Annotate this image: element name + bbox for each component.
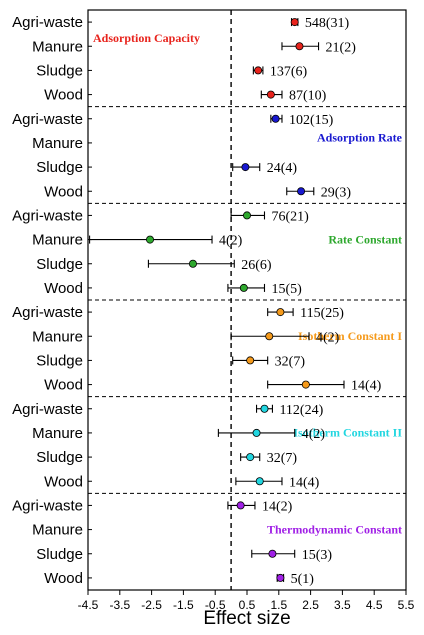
effect-point [239,283,248,292]
sample-count-label: 29(3) [321,185,352,200]
category-label: Manure [32,232,83,249]
effect-point [268,549,277,558]
category-label: Agri-waste [12,304,83,321]
effect-point [260,404,269,413]
effect-point [276,308,285,317]
effect-point [265,332,274,341]
sample-count-label: 14(2) [262,499,293,514]
x-tick-label: 4.5 [366,598,383,612]
category-label: Sludge [36,159,83,176]
effect-point [266,90,275,99]
sample-count-label: 102(15) [289,113,334,128]
effect-point [241,163,250,172]
category-label: Agri-waste [12,497,83,514]
sample-count-label: 15(5) [271,282,302,297]
x-tick-label: 2.5 [302,598,319,612]
effect-point [246,356,255,365]
effect-point [252,428,261,437]
sample-count-label: 14(4) [351,379,382,394]
effect-point [242,211,251,220]
panel-title: Rate Constant [328,232,402,246]
effect-point [246,453,255,462]
panel-title: Thermodynamic Constant [267,522,402,536]
x-axis: -4.5 -3.5 -2.5 -1.5 -0.5 0.5 1.5 2.5 3.5 4.5 5.5 [78,590,415,612]
panel-isotherm-constant-i: Isotherm Constant I Agri-waste 115(25) Manu… [12,304,402,394]
effect-point [301,380,310,389]
category-label: Sludge [36,256,83,273]
category-label: Agri-waste [12,111,83,128]
sample-count-label: 5(1) [291,572,315,587]
category-label: Wood [44,570,83,587]
sample-count-label: 87(10) [289,89,327,104]
panel-title: Isotherm Constant II [293,426,402,440]
category-label: Wood [44,183,83,200]
plot-frame [87,9,407,591]
category-label: Agri-waste [12,207,83,224]
x-tick-label: -2.5 [141,598,162,612]
panel-title: Adsorption Capacity [93,31,200,45]
category-label: Sludge [36,546,83,563]
sample-count-label: 4(2) [219,234,243,249]
effect-point [236,501,245,510]
panel-thermodynamic-constant: Thermodynamic Constant Agri-waste 14(2) Man… [12,497,402,587]
category-label: Sludge [36,62,83,79]
x-tick-label: 3.5 [334,598,351,612]
category-label: Sludge [36,449,83,466]
x-tick-label: -3.5 [109,598,130,612]
category-label: Manure [32,522,83,539]
effect-point [297,187,306,196]
panel-isotherm-constant-ii: Isotherm Constant II Agri-waste 112(24) Man… [12,401,402,491]
x-tick-label: -0.5 [205,598,226,612]
effect-point [271,114,280,123]
panels: Adsorption Capacity Agri-waste 548(31) Manu… [12,14,403,587]
effect-point [254,66,263,75]
panel-title: Adsorption Rate [317,131,403,145]
sample-count-label: 115(25) [300,306,344,321]
effect-point [290,18,299,27]
sample-count-label: 14(4) [289,475,320,490]
sample-count-label: 15(3) [302,548,333,563]
sample-count-label: 4(2) [302,427,326,442]
sample-count-label: 24(4) [267,161,298,176]
category-label: Manure [32,425,83,442]
effect-point [255,477,264,486]
sample-count-label: 137(6) [270,64,308,79]
category-label: Agri-waste [12,401,83,418]
sample-count-label: 32(7) [275,354,306,369]
x-tick-label: 0.5 [239,598,256,612]
sample-count-label: 4(2) [316,330,340,345]
sample-count-label: 32(7) [267,451,298,466]
category-label: Wood [44,280,83,297]
effect-point [276,573,285,582]
x-tick-label: -1.5 [173,598,194,612]
panel-adsorption-rate: Adsorption Rate Agri-waste 102(15) Manure Sl… [12,111,403,201]
panel-rate-constant: Rate Constant Agri-waste 76(21) Manure 4(2) S… [12,207,402,296]
sample-count-label: 26(6) [241,258,272,273]
sample-count-label: 112(24) [279,403,323,418]
effect-point [188,259,197,268]
category-label: Sludge [36,352,83,369]
sample-count-label: 21(2) [326,40,357,55]
effect-point [146,235,155,244]
category-label: Wood [44,87,83,104]
category-label: Manure [32,38,83,55]
sample-count-label: 76(21) [271,209,309,224]
category-label: Manure [32,135,83,152]
x-tick-label: 1.5 [270,598,287,612]
panel-title: Isotherm Constant I [298,329,402,343]
category-label: Agri-waste [12,14,83,31]
panel-dividers [88,106,406,494]
x-axis-label: Effect size [203,608,290,629]
panel-adsorption-capacity: Adsorption Capacity Agri-waste 548(31) Manu… [12,14,356,104]
x-tick-label: 5.5 [398,598,415,612]
category-label: Wood [44,377,83,394]
effect-point [295,42,304,51]
category-label: Wood [44,473,83,490]
category-label: Manure [32,328,83,345]
x-tick-label: -4.5 [78,598,99,612]
sample-count-label: 548(31) [305,16,350,31]
